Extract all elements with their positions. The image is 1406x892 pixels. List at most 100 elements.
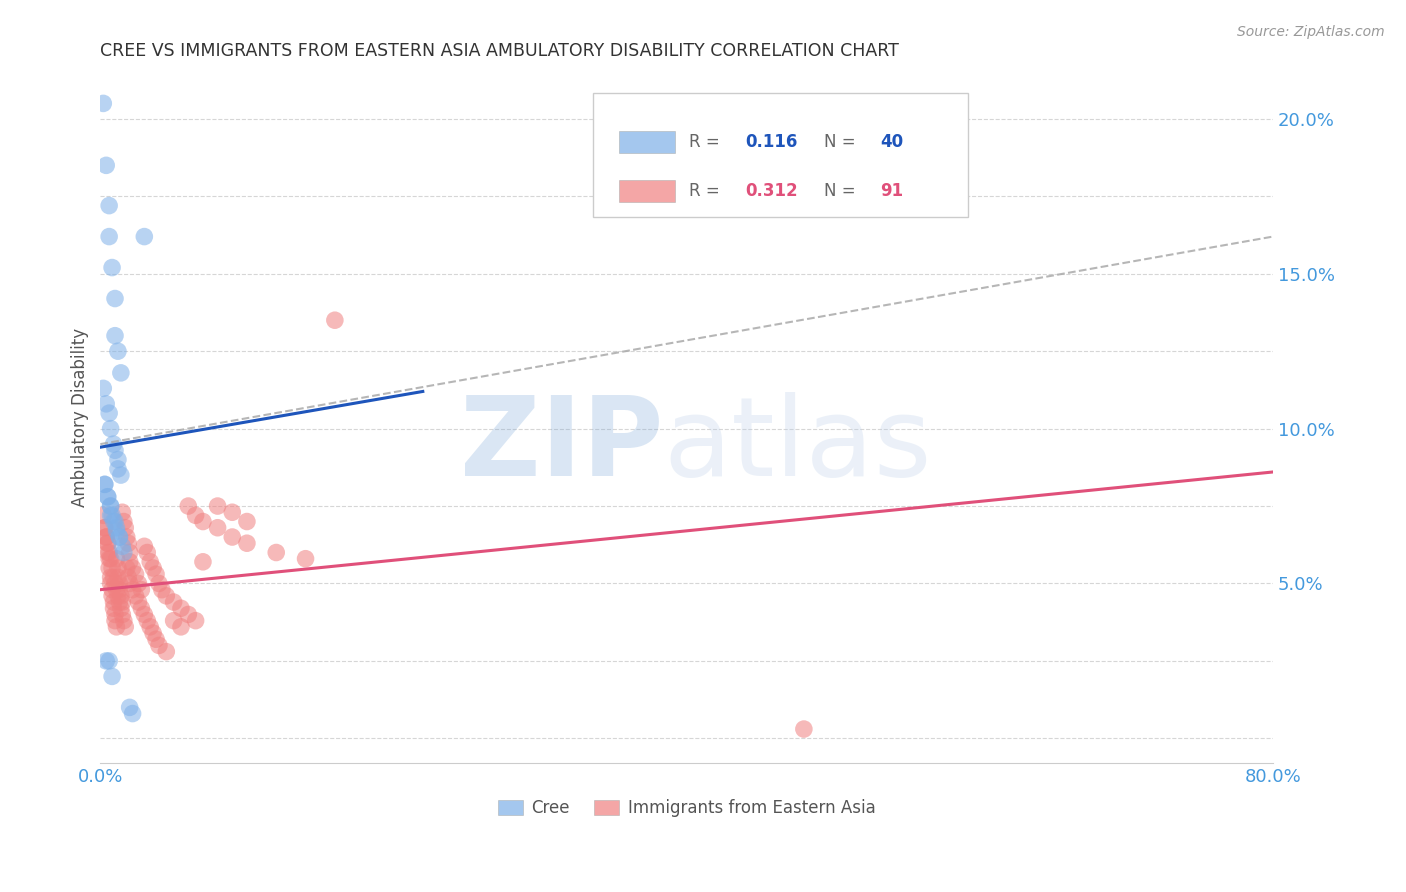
Point (134, 229, 156, 244)
Point (124, 589, 146, 603)
Text: 91: 91 (880, 182, 903, 200)
Point (98, 199, 121, 213)
Point (115, 530, 138, 544)
Point (101, 669, 124, 683)
Text: 0.116: 0.116 (745, 133, 797, 151)
Point (323, 313, 346, 327)
Point (177, 499, 200, 513)
Point (110, 468, 132, 483)
Point (97, 536, 120, 550)
Point (110, 601, 132, 615)
Point (105, 521, 128, 535)
Point (101, 589, 124, 603)
Text: N =: N = (824, 133, 860, 151)
Point (118, 545, 141, 559)
Point (98, 654, 121, 668)
Point (170, 620, 193, 634)
Point (112, 515, 135, 529)
Point (112, 614, 135, 628)
Point (97, 536, 120, 550)
Point (107, 452, 129, 467)
FancyBboxPatch shape (593, 93, 969, 218)
Point (96, 654, 118, 668)
Point (100, 551, 122, 566)
Bar (619, 179, 675, 202)
Point (121, 582, 143, 597)
Point (94, 521, 117, 535)
Point (142, 561, 165, 575)
Point (134, 607, 156, 622)
Point (104, 607, 127, 622)
Point (97, 490, 120, 504)
Point (162, 614, 184, 628)
Point (105, 620, 128, 634)
Point (110, 589, 132, 603)
Point (118, 576, 141, 591)
Point (107, 462, 129, 476)
Point (207, 499, 229, 513)
Point (104, 328, 127, 343)
Point (91, 508, 114, 523)
Point (103, 437, 125, 451)
Point (97, 545, 120, 559)
Point (221, 530, 243, 544)
Text: ZIP: ZIP (460, 392, 664, 499)
Point (111, 539, 134, 553)
Point (107, 570, 129, 584)
Point (103, 601, 125, 615)
Point (207, 521, 229, 535)
Point (264, 545, 287, 559)
Point (104, 515, 127, 529)
Point (105, 582, 128, 597)
Point (100, 570, 122, 584)
Point (145, 567, 167, 582)
Point (191, 555, 214, 569)
Point (155, 645, 177, 659)
Text: 0.312: 0.312 (745, 182, 797, 200)
Point (101, 508, 124, 523)
Point (107, 561, 129, 575)
Point (96, 397, 118, 411)
Point (94, 477, 117, 491)
Point (191, 515, 214, 529)
Point (96, 530, 118, 544)
Point (105, 524, 128, 538)
Point (124, 567, 146, 582)
Point (104, 576, 127, 591)
Point (91, 381, 114, 395)
Point (148, 639, 170, 653)
Point (110, 366, 132, 380)
Point (96, 158, 118, 172)
Point (184, 508, 207, 523)
Point (155, 589, 177, 603)
Text: R =: R = (689, 133, 725, 151)
Text: N =: N = (824, 182, 860, 200)
Point (145, 632, 167, 647)
Point (100, 499, 122, 513)
Point (94, 521, 117, 535)
Point (104, 614, 127, 628)
Point (101, 260, 124, 275)
Point (94, 477, 117, 491)
Point (118, 700, 141, 714)
Point (96, 530, 118, 544)
Point (134, 539, 156, 553)
Point (100, 508, 122, 523)
Point (103, 515, 125, 529)
Text: atlas: atlas (664, 392, 932, 499)
Point (115, 561, 138, 575)
Point (103, 570, 125, 584)
Point (108, 530, 131, 544)
Point (150, 582, 173, 597)
Point (98, 545, 121, 559)
Point (117, 570, 139, 584)
Point (136, 614, 159, 628)
Point (139, 555, 162, 569)
Point (162, 595, 184, 609)
Point (104, 443, 127, 458)
Point (121, 706, 143, 721)
Text: Source: ZipAtlas.com: Source: ZipAtlas.com (1237, 25, 1385, 39)
Point (136, 545, 159, 559)
Legend: Cree, Immigrants from Eastern Asia: Cree, Immigrants from Eastern Asia (491, 792, 882, 824)
Text: 40: 40 (880, 133, 903, 151)
